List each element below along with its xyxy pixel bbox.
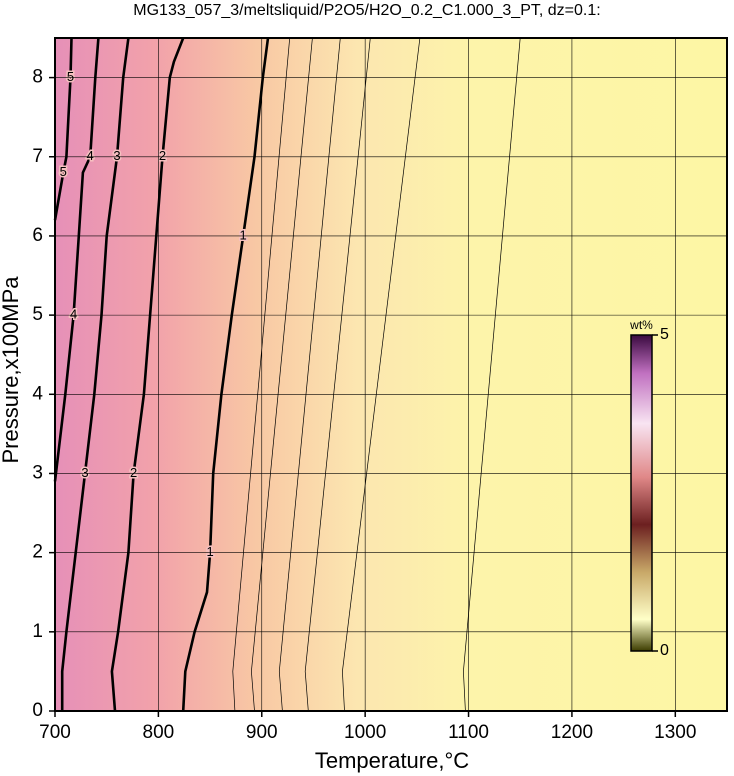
contour-label: 2 <box>159 148 166 163</box>
contour-line <box>181 37 270 712</box>
x-tick-label: 1200 <box>551 722 593 743</box>
contour-line <box>53 37 100 482</box>
y-tick-label: 6 <box>32 225 43 246</box>
y-tick-label: 8 <box>32 67 43 88</box>
y-tick-label: 4 <box>32 383 43 404</box>
contour-label: 1 <box>206 544 213 559</box>
colorbar-tick-label: 5 <box>660 326 669 343</box>
contour-line <box>342 37 421 712</box>
y-tick-label: 1 <box>32 621 43 642</box>
colorbar-tick-label: 0 <box>660 642 669 659</box>
x-tick-label: 1300 <box>654 722 696 743</box>
plot-background <box>55 38 727 711</box>
contour-line <box>278 37 341 712</box>
x-tick-label: 800 <box>143 722 175 743</box>
chart-title: MG133_057_3/meltsliquid/P2O5/H2O_0.2_C1.… <box>133 2 600 19</box>
x-tick-label: 900 <box>246 722 278 743</box>
contour-label: 5 <box>60 164 67 179</box>
colorbar <box>630 334 653 652</box>
contour-label: 4 <box>70 307 77 322</box>
x-tick-label: 1000 <box>344 722 386 743</box>
x-axis-label: Temperature,°C <box>315 748 469 773</box>
contour-line <box>110 37 185 712</box>
contour-label: 2 <box>130 465 137 480</box>
contour-label: 3 <box>113 148 120 163</box>
contour-label: 4 <box>87 148 94 163</box>
colorbar-label: wt% <box>629 318 653 332</box>
y-tick-label: 5 <box>32 304 43 325</box>
plot-frame <box>54 37 728 712</box>
contour-label: 1 <box>240 227 247 242</box>
y-tick-label: 7 <box>32 146 43 167</box>
contour-line <box>232 37 291 712</box>
y-tick-label: 2 <box>32 542 43 563</box>
contour-label: 3 <box>81 465 88 480</box>
contour-line <box>251 37 313 712</box>
contour-line <box>463 37 521 712</box>
contour-line <box>304 37 371 712</box>
y-tick-label: 0 <box>32 700 43 721</box>
x-tick-label: 700 <box>39 722 71 743</box>
y-axis-label: Pressure,x100MPa <box>0 276 23 464</box>
y-tick-label: 3 <box>32 462 43 483</box>
contour-label: 5 <box>67 69 74 84</box>
x-tick-label: 1100 <box>448 722 489 743</box>
